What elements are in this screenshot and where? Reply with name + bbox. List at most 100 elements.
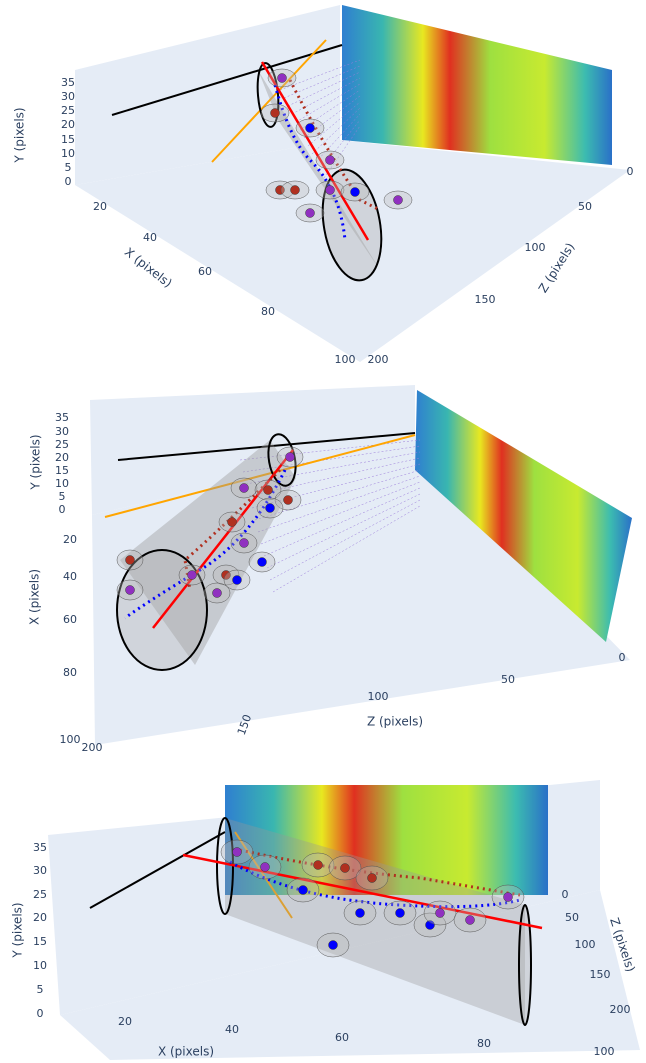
dotted-curve: [124, 469, 287, 620]
sphere: [425, 920, 435, 930]
sphere: [340, 863, 350, 873]
line-3d: [111, 44, 343, 116]
sphere: [350, 187, 360, 197]
line-3d: [323, 125, 361, 179]
line-3d: [251, 463, 421, 509]
line-3d: [211, 39, 327, 163]
line-3d: [257, 475, 421, 533]
line-3d: [266, 493, 421, 569]
sphere: [313, 860, 323, 870]
y-tick-label: 30: [55, 425, 69, 438]
y-tick-label: 20: [61, 118, 75, 131]
sphere: [187, 570, 197, 580]
line-3d: [319, 119, 361, 171]
y-axis-title: Y (pixels): [29, 434, 43, 490]
y-tick-label: 0: [65, 175, 72, 188]
sphere: [355, 908, 365, 918]
x-tick-label: 100: [594, 1045, 615, 1058]
x-tick-label: 80: [261, 305, 275, 318]
z-tick-label: 100: [525, 241, 546, 254]
sphere: [212, 588, 222, 598]
sphere: [257, 557, 267, 567]
sphere: [298, 885, 308, 895]
line-3d: [117, 432, 416, 461]
sphere: [503, 892, 513, 902]
cylinder: [225, 818, 525, 1025]
z-tick-label: 0: [627, 165, 634, 178]
line-3d: [315, 113, 361, 163]
sphere: [239, 538, 249, 548]
sphere: [367, 873, 377, 883]
y-axis-title: Y (pixels): [11, 902, 25, 958]
floor: [92, 440, 630, 745]
y-tick-label: 25: [61, 104, 75, 117]
line-3d: [248, 457, 421, 497]
sphere: [325, 155, 335, 165]
y-axis-title: Y (pixels): [13, 107, 27, 163]
y-tick-label: 5: [59, 490, 66, 503]
scene-decoration: [48, 5, 640, 1060]
y-tick-label: 10: [55, 477, 69, 490]
x-tick-label: 20: [63, 533, 77, 546]
ellipse: [267, 433, 297, 487]
line-3d: [263, 487, 421, 557]
sphere: [465, 915, 475, 925]
y-tick-label: 25: [33, 888, 47, 901]
sphere: [227, 517, 237, 527]
sphere: [232, 575, 242, 585]
sphere: [395, 908, 405, 918]
dotted-curve: [229, 860, 521, 909]
z-tick-label: 0: [562, 888, 569, 901]
z-tick-label: 50: [578, 200, 592, 213]
y-tick-label: 25: [55, 438, 69, 451]
sphere: [325, 185, 335, 195]
line-3d: [295, 83, 361, 123]
heatmap: [225, 785, 548, 895]
x-tick-label: 80: [63, 666, 77, 679]
sphere: [265, 503, 275, 513]
line-3d: [89, 831, 226, 909]
heatmap: [415, 390, 632, 642]
dotted-curve: [183, 468, 282, 591]
z-tick-label: 200: [610, 1003, 631, 1016]
sphere: [125, 555, 135, 565]
line-3d: [260, 481, 421, 545]
line-3d: [272, 505, 421, 593]
y-tick-label: 5: [65, 161, 72, 174]
sphere: [283, 495, 293, 505]
x-axis-title: X (pixels): [28, 569, 42, 625]
y-tick-label: 20: [33, 911, 47, 924]
x-tick-label: 40: [63, 570, 77, 583]
sphere: [277, 73, 287, 83]
y-tick-label: 15: [61, 133, 75, 146]
sphere: [285, 452, 295, 462]
sphere: [435, 908, 445, 918]
sphere: [270, 108, 280, 118]
y-tick-label: 0: [37, 1007, 44, 1020]
z-tick-label: 150: [590, 968, 611, 981]
z-tick-label: 100: [575, 938, 596, 951]
wall: [75, 5, 340, 185]
line-3d: [283, 65, 361, 99]
y-tick-label: 30: [61, 90, 75, 103]
x-tick-label: 100: [335, 353, 356, 366]
x-tick-label: 40: [143, 231, 157, 244]
x-axis-title: X (pixels): [158, 1045, 214, 1059]
sphere: [275, 185, 285, 195]
line-3d: [104, 434, 416, 518]
sphere: [125, 585, 135, 595]
x-tick-label: 20: [93, 200, 107, 213]
sphere: [305, 123, 315, 133]
sphere: [305, 208, 315, 218]
z-tick-label: 0: [619, 651, 626, 664]
z-tick-label: 100: [368, 690, 389, 703]
x-tick-label: 60: [198, 265, 212, 278]
line-3d: [307, 101, 361, 147]
sphere: [328, 940, 338, 950]
z-tick-label: 150: [475, 293, 496, 306]
sphere: [239, 483, 249, 493]
ellipse: [518, 904, 532, 1026]
x-tick-label: 20: [118, 1015, 132, 1028]
y-tick-label: 5: [37, 983, 44, 996]
x-tick-label: 100: [60, 733, 81, 746]
